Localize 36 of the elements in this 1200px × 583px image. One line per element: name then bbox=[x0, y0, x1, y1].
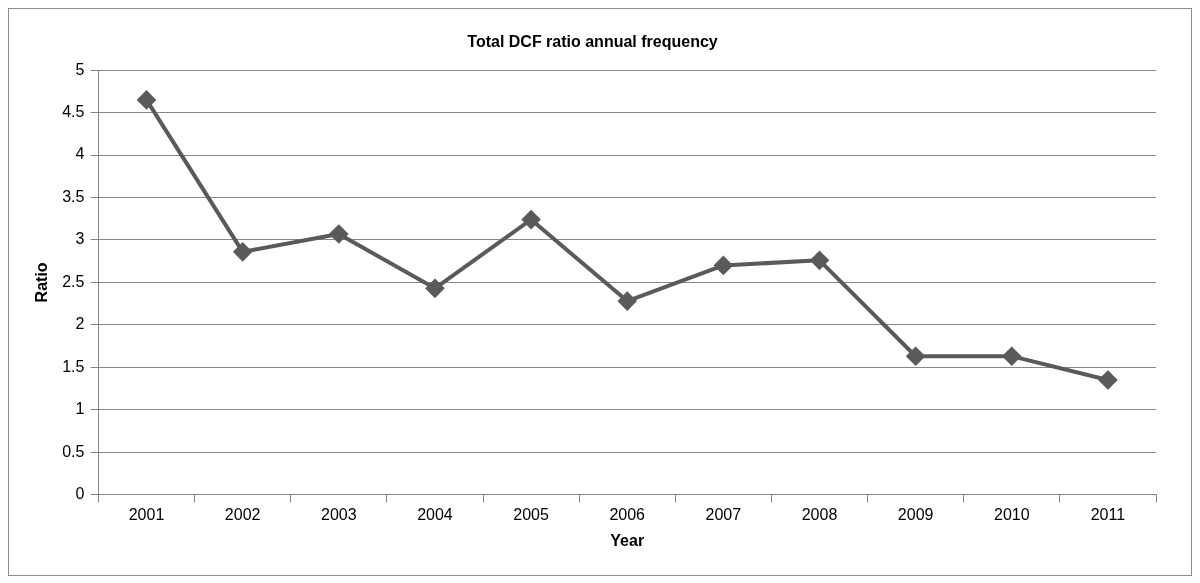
x-tick-label: 2002 bbox=[224, 505, 261, 523]
y-tick-label: 2 bbox=[75, 315, 85, 333]
x-tick-label: 2010 bbox=[993, 505, 1030, 523]
chart-title: Total DCF ratio annual frequency bbox=[467, 33, 718, 51]
point bbox=[810, 251, 829, 270]
point bbox=[137, 90, 156, 109]
y-tick-label: 4 bbox=[75, 145, 85, 163]
y-tick-label: 1.5 bbox=[62, 357, 85, 375]
x-tick-label: 2009 bbox=[897, 505, 934, 523]
y-tick-label: 2.5 bbox=[62, 272, 85, 290]
x-tick-label: 2008 bbox=[801, 505, 838, 523]
x-tick-label: 2006 bbox=[609, 505, 646, 523]
y-tick-label: 0 bbox=[75, 485, 85, 503]
x-tick-label: 2007 bbox=[705, 505, 742, 523]
point bbox=[522, 210, 541, 229]
y-tick-label: 3.5 bbox=[62, 187, 85, 205]
x-tick-label: 2011 bbox=[1090, 505, 1126, 523]
y-tick-label: 3 bbox=[75, 230, 85, 248]
point bbox=[1002, 347, 1021, 366]
y-tick-label: 1 bbox=[75, 400, 85, 418]
point bbox=[618, 292, 637, 311]
y-tick-label: 4.5 bbox=[62, 103, 85, 121]
x-tick-label: 2003 bbox=[321, 505, 357, 523]
point bbox=[714, 256, 733, 275]
point bbox=[425, 279, 444, 298]
y-tick-label: 0.5 bbox=[62, 442, 85, 460]
point bbox=[233, 242, 252, 261]
point bbox=[906, 347, 925, 366]
x-axis-title: Year bbox=[610, 531, 645, 549]
y-tick-label: 5 bbox=[75, 60, 85, 78]
point bbox=[1098, 371, 1117, 390]
x-tick-label: 2004 bbox=[417, 505, 453, 523]
y-axis-title: Ratio bbox=[33, 262, 51, 303]
x-tick-label: 2001 bbox=[128, 505, 165, 523]
point bbox=[329, 225, 348, 244]
x-tick-label: 2005 bbox=[513, 505, 549, 523]
